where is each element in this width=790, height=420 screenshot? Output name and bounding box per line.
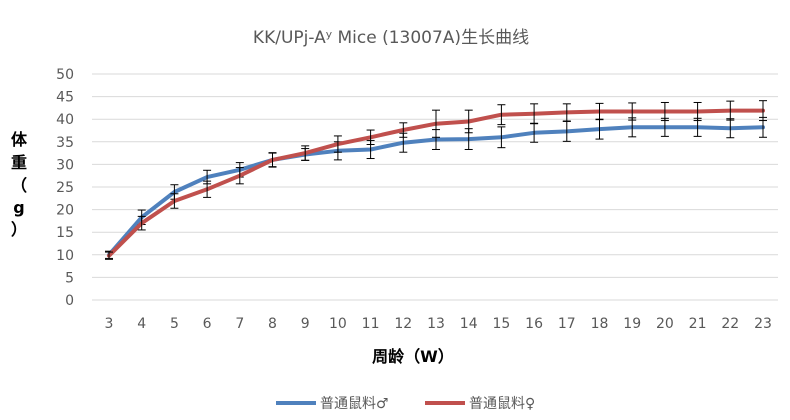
x-tick-label: 19 — [623, 316, 641, 332]
x-tick-label: 9 — [301, 316, 310, 332]
x-tick-label: 12 — [394, 316, 412, 332]
x-tick-label: 18 — [591, 316, 609, 332]
legend: 普通鼠料♂ 普通鼠料♀ — [276, 396, 535, 412]
error-bar — [530, 103, 539, 125]
error-bar — [235, 167, 244, 185]
x-tick-label: 22 — [721, 316, 739, 332]
x-tick-label: 4 — [137, 316, 146, 332]
error-bar — [464, 109, 473, 134]
y-tick-label: 30 — [56, 157, 74, 173]
error-bar — [333, 135, 342, 153]
chart-title: KK/UPj-Aʸ Mice (13007A)生长曲线 — [253, 28, 529, 48]
y-axis-ticks: 0 5 10 15 20 25 30 35 40 45 50 — [56, 67, 74, 309]
x-tick-label: 21 — [689, 316, 707, 332]
x-tick-label: 6 — [203, 316, 212, 332]
y-tick-label: 20 — [56, 203, 74, 219]
error-bar — [301, 145, 310, 161]
x-tick-label: 3 — [105, 316, 114, 332]
x-tick-label: 14 — [460, 316, 478, 332]
x-tick-label: 8 — [268, 316, 277, 332]
error-bar — [497, 126, 506, 149]
y-tick-label: 50 — [56, 67, 74, 83]
x-tick-label: 11 — [362, 316, 380, 332]
error-bar — [105, 251, 113, 260]
legend-label: 普通鼠料♂ — [320, 396, 389, 412]
y-tick-label: 10 — [56, 248, 74, 264]
x-tick-label: 5 — [170, 316, 179, 332]
y-tick-label: 25 — [56, 180, 74, 196]
x-tick-label: 16 — [525, 316, 543, 332]
error-bar — [203, 180, 212, 198]
error-bar — [366, 129, 375, 146]
y-axis-label: 体重 （ g ） — [11, 130, 28, 239]
x-tick-label: 17 — [558, 316, 576, 332]
error-bar — [137, 215, 146, 231]
y-tick-label: 15 — [56, 225, 74, 241]
error-bar — [268, 152, 277, 168]
series-layer — [105, 100, 767, 260]
legend-label: 普通鼠料♀ — [469, 396, 535, 412]
error-bar — [562, 103, 571, 122]
error-bar — [660, 101, 669, 122]
error-bar — [595, 102, 604, 121]
x-tick-label: 23 — [754, 316, 772, 332]
y-tick-label: 45 — [56, 90, 74, 106]
x-tick-label: 15 — [492, 316, 510, 332]
y-label-char: ） — [11, 220, 27, 239]
series-1 — [105, 116, 767, 259]
error-bar — [399, 122, 408, 138]
error-bar — [628, 102, 637, 121]
series-2 — [105, 100, 767, 260]
error-bar — [759, 100, 767, 122]
x-axis-label: 周龄（W） — [372, 347, 454, 366]
y-label-char: 重 — [11, 153, 27, 172]
x-axis-ticks: 3 4 5 6 7 8 9 10 11 12 13 14 15 16 17 18 19 20 21 22 23 — [105, 316, 772, 332]
error-bar — [726, 100, 735, 121]
y-tick-label: 5 — [65, 270, 74, 286]
x-tick-label: 7 — [235, 316, 244, 332]
legend-item-1: 普通鼠料♂ — [276, 396, 389, 412]
legend-item-2: 普通鼠料♀ — [425, 396, 535, 412]
y-tick-label: 0 — [65, 293, 74, 309]
y-label-char: （ — [11, 176, 27, 195]
error-bar — [497, 104, 506, 126]
y-tick-label: 35 — [56, 135, 74, 151]
error-bar — [432, 109, 440, 138]
y-label-char: 体 — [11, 130, 28, 149]
x-tick-label: 13 — [427, 316, 445, 332]
grid-lines — [92, 73, 778, 301]
y-label-char: g — [13, 198, 24, 217]
y-tick-label: 40 — [56, 112, 74, 128]
x-tick-label: 10 — [329, 316, 347, 332]
x-tick-label: 20 — [656, 316, 674, 332]
error-bar — [170, 193, 179, 209]
error-bar — [693, 101, 702, 122]
